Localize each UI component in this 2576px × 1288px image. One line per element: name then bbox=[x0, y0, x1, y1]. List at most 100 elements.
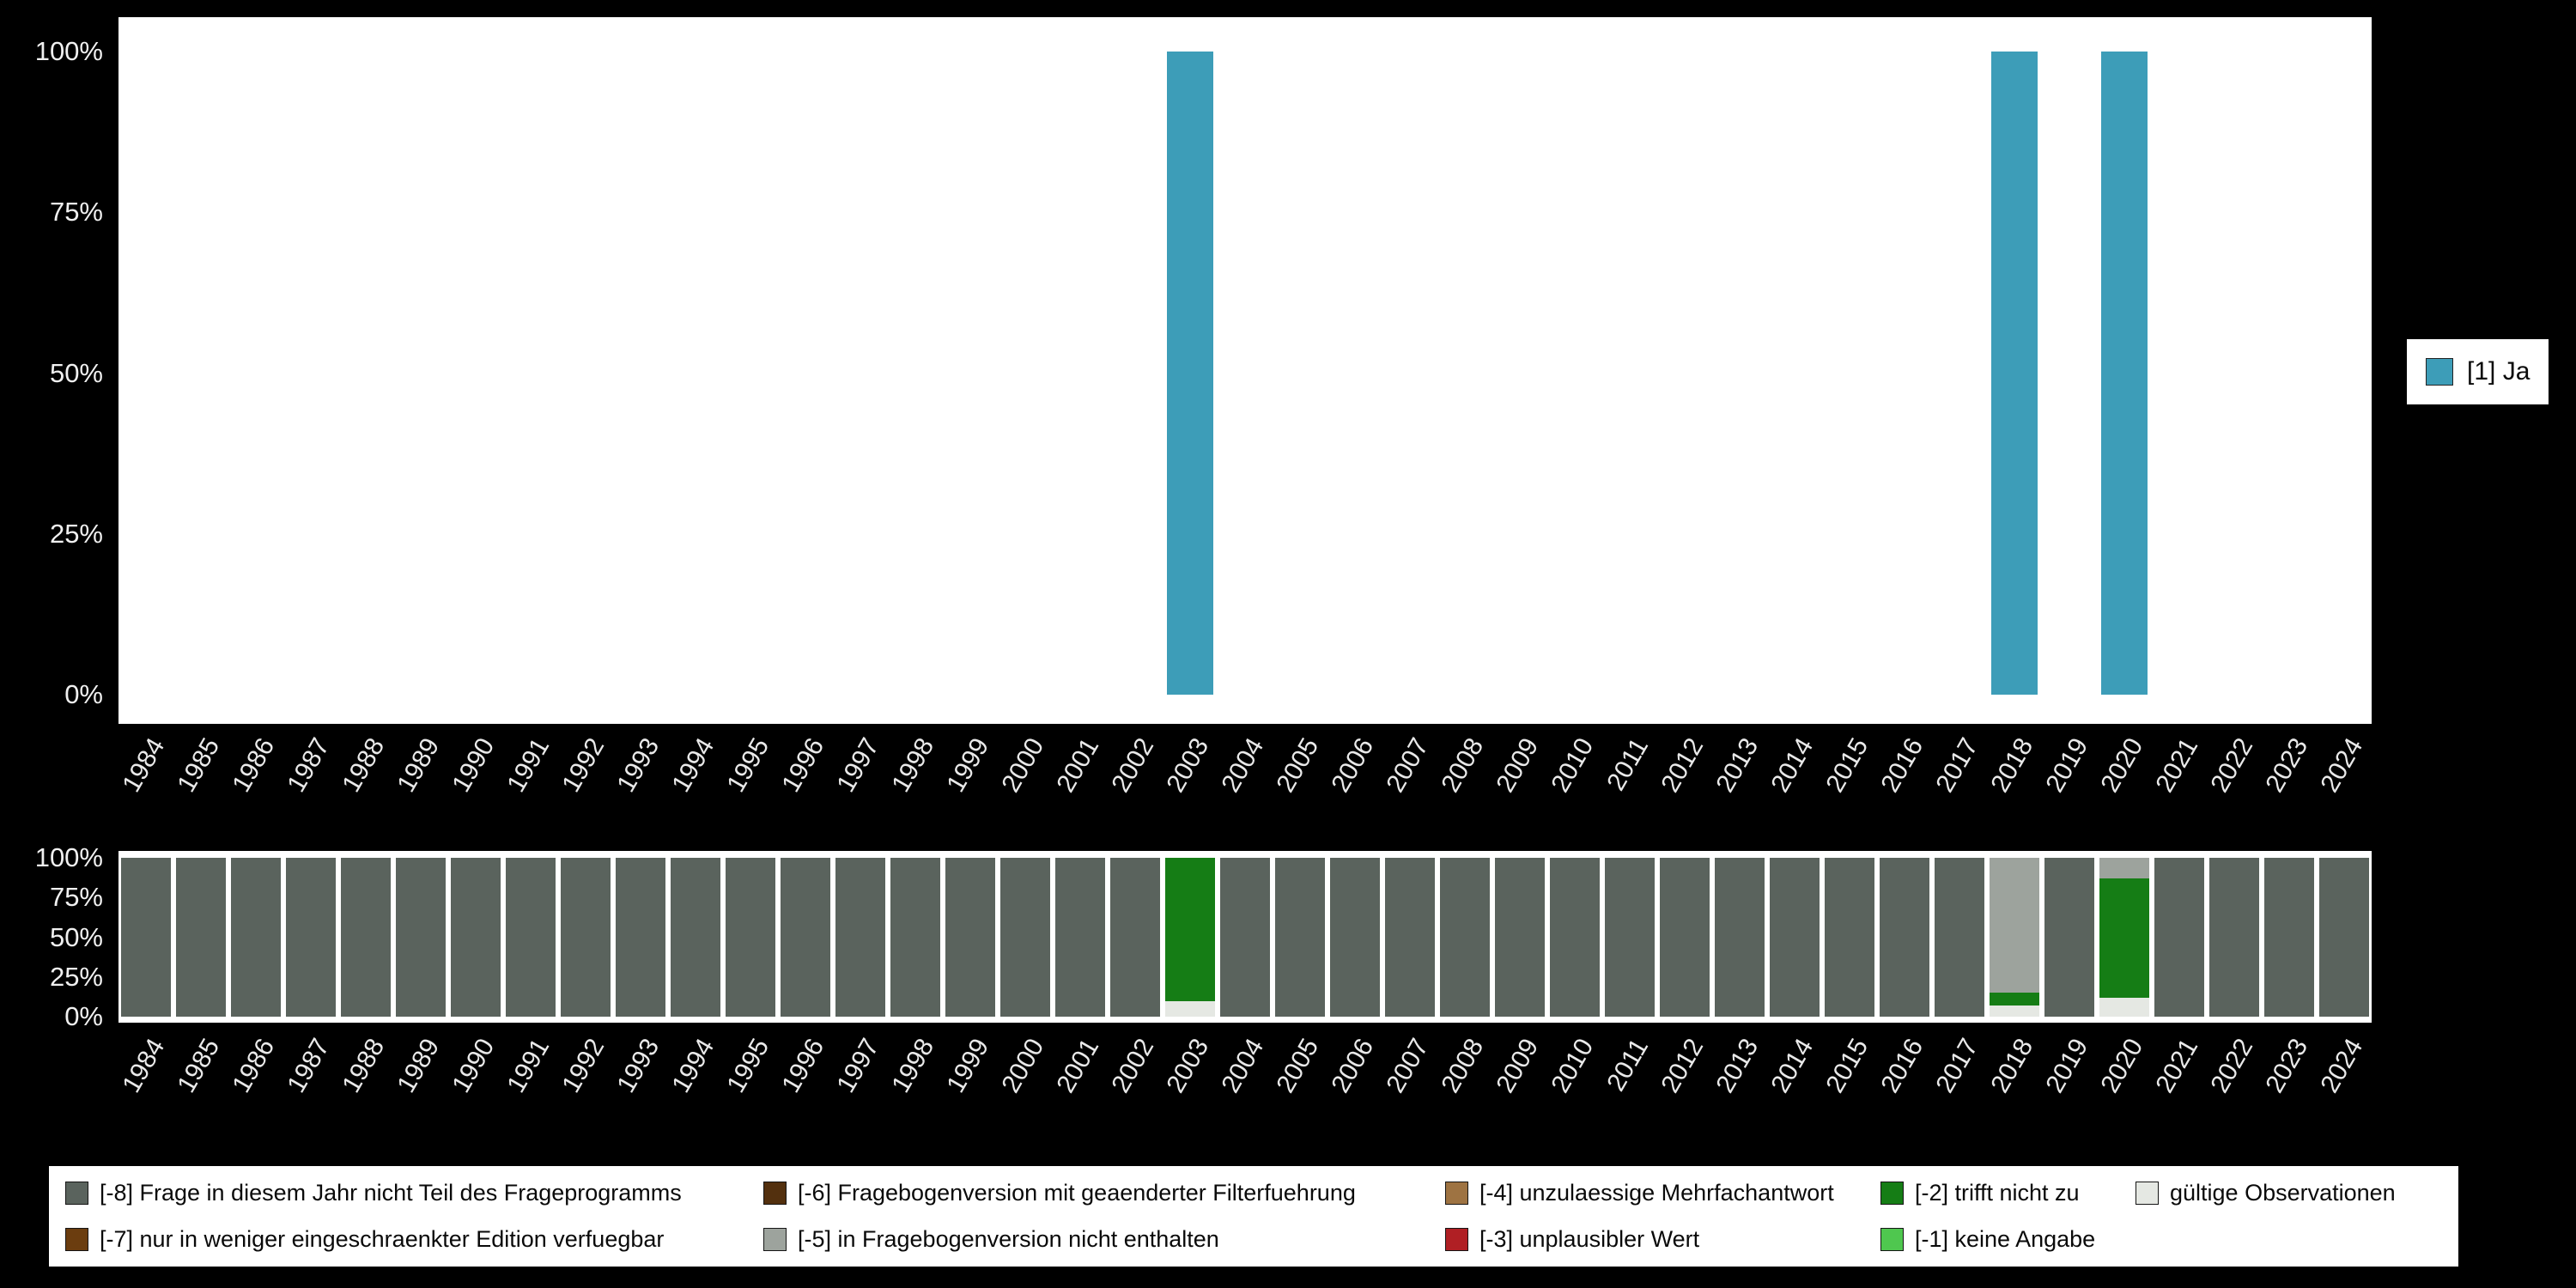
x-tick-label: 2018 bbox=[1985, 1034, 2039, 1098]
x-tick-label: 1985 bbox=[172, 733, 226, 798]
bar-segment-1991-m8 bbox=[506, 858, 556, 1017]
bar-segment-1988-m8 bbox=[341, 858, 391, 1017]
bar-segment-2022-m8 bbox=[2209, 858, 2259, 1017]
x-tick-label: 2022 bbox=[2205, 1034, 2259, 1098]
bar-segment-2024-m8 bbox=[2319, 858, 2369, 1017]
x-tick-label: 1986 bbox=[227, 1034, 281, 1098]
legend-swatch bbox=[65, 1228, 88, 1252]
x-tick-label: 2018 bbox=[1985, 733, 2039, 798]
x-tick-label: 2011 bbox=[1601, 733, 1655, 796]
bar-segment-2003-valid bbox=[1165, 1000, 1215, 1017]
top-chart-legend: [1] Ja bbox=[2407, 339, 2549, 404]
top-chart-panel bbox=[118, 17, 2372, 724]
x-tick-label: 1987 bbox=[282, 1034, 336, 1098]
bar-segment-2006-m8 bbox=[1330, 858, 1380, 1017]
top-chart-yaxis: 0% 25% 50% 75% 100% bbox=[0, 0, 108, 1288]
bar-segment-1985-m8 bbox=[176, 858, 226, 1017]
bar-segment-2007-m8 bbox=[1385, 858, 1435, 1017]
y-tick-label: 0% bbox=[64, 1001, 103, 1031]
legend-swatch-ja bbox=[2426, 358, 2453, 386]
x-tick-label: 2002 bbox=[1106, 1034, 1160, 1098]
x-tick-label: 2016 bbox=[1875, 733, 1929, 798]
legend-swatch bbox=[1880, 1228, 1904, 1252]
bar-segment-2008-m8 bbox=[1440, 858, 1490, 1017]
bar-segment-1990-m8 bbox=[451, 858, 501, 1017]
x-tick-label: 2020 bbox=[2095, 1034, 2149, 1098]
legend-item: [-7] nur in weniger eingeschraenkter Edi… bbox=[65, 1226, 763, 1253]
bar-segment-2010-m8 bbox=[1550, 858, 1600, 1017]
x-tick-label: 1986 bbox=[227, 733, 281, 798]
legend-label: [-2] trifft nicht zu bbox=[1915, 1179, 2080, 1206]
legend-swatch bbox=[1445, 1181, 1468, 1205]
x-tick-label: 2010 bbox=[1546, 1034, 1600, 1098]
x-tick-label: 1998 bbox=[886, 1034, 940, 1098]
legend-label: [-3] unplausibler Wert bbox=[1479, 1226, 1700, 1253]
x-tick-label: 1997 bbox=[831, 733, 885, 798]
bar-segment-1992-m8 bbox=[561, 858, 611, 1017]
bar-segment-1997-m8 bbox=[835, 858, 885, 1017]
x-tick-label: 2019 bbox=[2040, 733, 2094, 798]
x-tick-label: 2022 bbox=[2205, 733, 2259, 798]
bar-segment-2021-m8 bbox=[2154, 858, 2204, 1017]
legend-item: [-5] in Fragebogenversion nicht enthalte… bbox=[763, 1226, 1445, 1253]
x-tick-label: 2001 bbox=[1051, 1034, 1105, 1098]
x-tick-label: 1988 bbox=[337, 1034, 391, 1098]
x-tick-label: 1995 bbox=[721, 733, 775, 798]
legend-label-ja: [1] Ja bbox=[2467, 357, 2530, 386]
legend-label: [-4] unzulaessige Mehrfachantwort bbox=[1479, 1179, 1834, 1206]
y-tick-label: 75% bbox=[49, 882, 103, 913]
x-tick-label: 1999 bbox=[941, 733, 995, 798]
x-tick-label: 1992 bbox=[556, 733, 611, 798]
y-tick-label: 100% bbox=[34, 842, 103, 872]
x-tick-label: 2000 bbox=[996, 1034, 1050, 1098]
legend-swatch bbox=[1880, 1181, 1904, 1205]
x-tick-label: 1984 bbox=[117, 733, 171, 798]
x-tick-label: 2004 bbox=[1216, 1034, 1270, 1098]
bar-segment-1999-m8 bbox=[945, 858, 995, 1017]
x-tick-label: 2006 bbox=[1326, 733, 1380, 798]
bar-segment-1996-m8 bbox=[781, 858, 830, 1017]
bar-segment-2005-m8 bbox=[1275, 858, 1325, 1017]
x-tick-label: 1990 bbox=[447, 733, 501, 798]
bar-segment-1995-m8 bbox=[726, 858, 775, 1017]
x-tick-label: 2017 bbox=[1930, 733, 1984, 798]
bar-segment-2019-m8 bbox=[2044, 858, 2094, 1017]
bar-segment-2012-m8 bbox=[1660, 858, 1710, 1017]
x-tick-label: 1997 bbox=[831, 1034, 885, 1098]
legend-label: [-7] nur in weniger eingeschraenkter Edi… bbox=[100, 1226, 665, 1253]
x-tick-label: 2008 bbox=[1436, 1034, 1490, 1098]
bar-segment-2020-valid bbox=[2099, 997, 2149, 1017]
x-tick-label: 2013 bbox=[1710, 733, 1765, 798]
x-tick-label: 2016 bbox=[1875, 1034, 1929, 1098]
bar-segment-1998-m8 bbox=[890, 858, 940, 1017]
x-tick-label: 2001 bbox=[1051, 733, 1105, 798]
x-tick-label: 2021 bbox=[2150, 1034, 2204, 1098]
bar-segment-2020-m2 bbox=[2099, 878, 2149, 998]
x-tick-label: 2000 bbox=[996, 733, 1050, 798]
x-tick-label: 2015 bbox=[1820, 733, 1874, 798]
bar-segment-2011-m8 bbox=[1605, 858, 1655, 1017]
legend-swatch bbox=[1445, 1228, 1468, 1252]
legend-item: [-8] Frage in diesem Jahr nicht Teil des… bbox=[65, 1180, 763, 1206]
legend-label: [-6] Fragebogenversion mit geaenderter F… bbox=[798, 1179, 1356, 1206]
bar-segment-1986-m8 bbox=[231, 858, 281, 1017]
bar-segment-2003-m2 bbox=[1165, 858, 1215, 1001]
missing-codes-chart-panel bbox=[118, 851, 2372, 1023]
missing-codes-legend: [-8] Frage in diesem Jahr nicht Teil des… bbox=[49, 1166, 2458, 1267]
legend-item: [-1] keine Angabe bbox=[1880, 1226, 2136, 1253]
bar-segment-2023-m8 bbox=[2264, 858, 2314, 1017]
x-tick-label: 2009 bbox=[1491, 1034, 1545, 1098]
bar-segment-2004-m8 bbox=[1220, 858, 1270, 1017]
x-tick-label: 2011 bbox=[1601, 1034, 1655, 1097]
x-tick-label: 2006 bbox=[1326, 1034, 1380, 1098]
missing-codes-yaxis: 0% 25% 50% 75% 100% bbox=[0, 0, 108, 1288]
x-tick-label: 2014 bbox=[1765, 1034, 1820, 1098]
bar-segment-2000-m8 bbox=[1000, 858, 1050, 1017]
x-tick-label: 1995 bbox=[721, 1034, 775, 1098]
bar-segment-2018-valid bbox=[1990, 1005, 2039, 1017]
y-tick-label: 75% bbox=[49, 197, 103, 228]
x-tick-label: 1993 bbox=[611, 1034, 665, 1098]
x-tick-label: 2004 bbox=[1216, 733, 1270, 798]
x-tick-label: 2009 bbox=[1491, 733, 1545, 798]
legend-label: [-1] keine Angabe bbox=[1915, 1226, 2096, 1253]
